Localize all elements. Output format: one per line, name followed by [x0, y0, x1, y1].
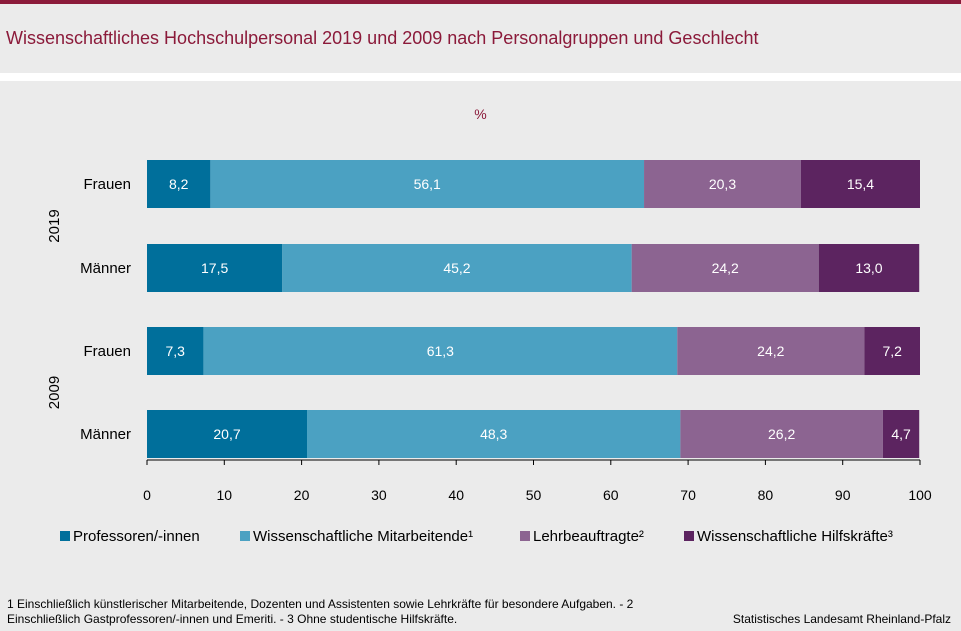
data-label: 56,1: [414, 176, 441, 192]
top-accent-line: [0, 0, 961, 4]
x-tick-label: 100: [908, 487, 932, 503]
row-label: Frauen: [83, 343, 131, 360]
x-axis: 0 10 20 30 40 50 60 70 80 90 100: [143, 459, 932, 503]
x-tick-label: 60: [603, 487, 619, 503]
legend-label: Professoren/-innen: [73, 528, 200, 545]
bar-segment: [203, 327, 678, 375]
footnote: 1 Einschließlich künstlerischer Mitarbei…: [7, 597, 634, 626]
x-tick-label: 40: [448, 487, 464, 503]
chart-title: Wissenschaftliches Hochschulpersonal 201…: [6, 28, 759, 48]
x-tick-label: 30: [371, 487, 387, 503]
bar-segment: [147, 410, 308, 458]
unit-label: %: [474, 106, 487, 122]
bar-segment: [631, 244, 819, 292]
x-tick-label: 0: [143, 487, 151, 503]
data-label: 20,7: [213, 426, 240, 442]
group-labels: 2019 2009: [46, 209, 63, 409]
source-label: Statistisches Landesamt Rheinland-Pfalz: [732, 612, 951, 626]
bars-layer: 8,2 56,1 20,3 15,4 17,5 45,2 24,2 13,0 7,3 61,3 24…: [147, 160, 920, 458]
data-label: 8,2: [169, 176, 189, 192]
data-label: 24,2: [712, 260, 739, 276]
data-label: 7,2: [882, 343, 902, 359]
row-label: Männer: [80, 260, 131, 277]
data-label: 17,5: [201, 260, 228, 276]
data-label: 4,7: [891, 426, 911, 442]
x-tick-label: 70: [680, 487, 696, 503]
legend-swatch: [240, 531, 250, 541]
bar-segment: [677, 327, 865, 375]
data-label: 45,2: [443, 260, 470, 276]
bar-segment: [282, 244, 632, 292]
legend-swatch: [60, 531, 70, 541]
bar-segment: [147, 327, 204, 375]
group-label: 2009: [46, 376, 63, 409]
data-label: 7,3: [165, 343, 185, 359]
bar-segment: [644, 160, 801, 208]
bar-segment: [307, 410, 681, 458]
bar-segment: [882, 410, 920, 458]
row-labels: Frauen Männer Frauen Männer: [80, 176, 131, 443]
x-tick-label: 10: [217, 487, 233, 503]
data-label: 26,2: [768, 426, 795, 442]
legend-label: Wissenschaftliche Mitarbeitende¹: [253, 528, 473, 545]
legend-swatch: [684, 531, 694, 541]
legend-label: Wissenschaftliche Hilfskräfte³: [697, 528, 893, 545]
data-label: 15,4: [847, 176, 874, 192]
data-label: 24,2: [757, 343, 784, 359]
x-tick-label: 20: [294, 487, 310, 503]
header-divider: [0, 73, 961, 81]
group-label: 2019: [46, 209, 63, 242]
row-label: Männer: [80, 426, 131, 443]
data-label: 20,3: [709, 176, 736, 192]
bar-segment: [800, 160, 920, 208]
row-label: Frauen: [83, 176, 131, 193]
bar-segment: [818, 244, 920, 292]
legend: Professoren/-innen Wissenschaftliche Mita…: [60, 528, 893, 545]
data-label: 13,0: [855, 260, 882, 276]
x-tick-label: 50: [526, 487, 542, 503]
x-tick-label: 80: [758, 487, 774, 503]
x-tick-label: 90: [835, 487, 851, 503]
data-label: 48,3: [480, 426, 507, 442]
legend-swatch: [520, 531, 530, 541]
legend-label: Lehrbeauftragte²: [533, 528, 644, 545]
bar-segment: [864, 327, 920, 375]
bar-segment: [680, 410, 883, 458]
bar-segment: [147, 160, 211, 208]
data-label: 61,3: [427, 343, 454, 359]
bar-segment: [210, 160, 645, 208]
bar-segment: [147, 244, 283, 292]
